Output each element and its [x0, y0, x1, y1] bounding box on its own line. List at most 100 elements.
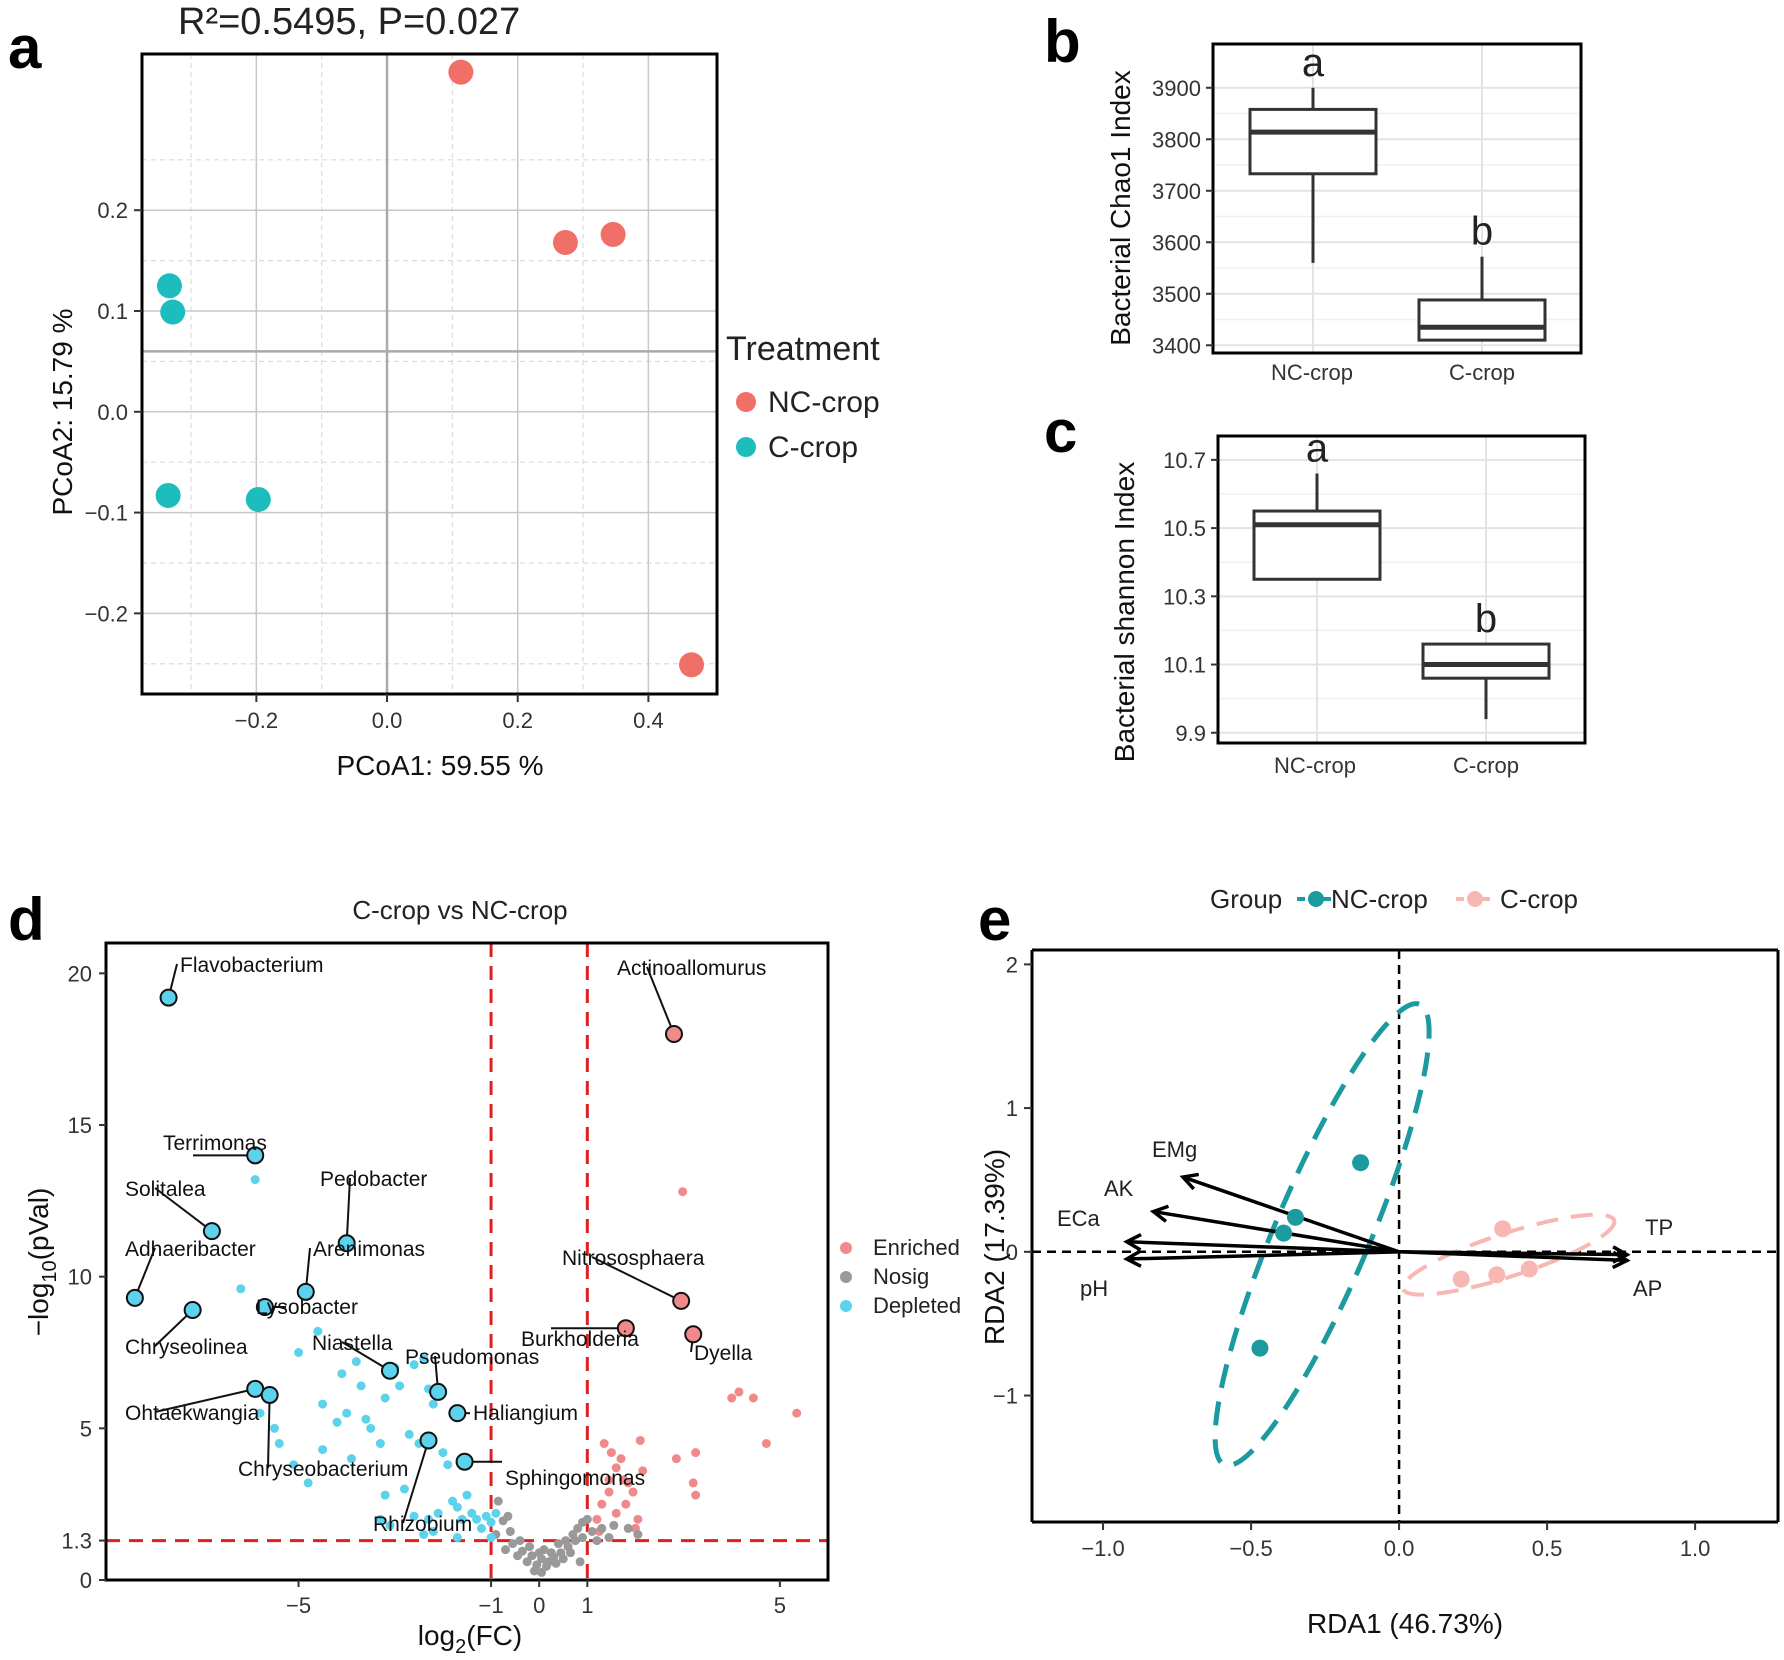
d-point-nosig-37	[503, 1511, 513, 1521]
d-point-depleted-52	[356, 1381, 366, 1391]
panel-label-e: e	[978, 886, 1011, 953]
d-point-depleted-9	[366, 1423, 376, 1433]
d-xlabel-tail: (FC)	[466, 1620, 522, 1651]
panel-a-x-ticks: −0.2 0.0 0.2 0.4	[235, 694, 664, 733]
d-point-nosig-21	[570, 1536, 580, 1546]
d-point-depleted-35	[433, 1508, 443, 1518]
d-point-depleted-4	[303, 1478, 313, 1488]
d-point-nosig-25	[609, 1520, 619, 1530]
b-sig-letter-c: b	[1471, 210, 1493, 254]
d-point-enriched-24	[604, 1487, 614, 1497]
panel-e-axes	[1030, 948, 1780, 1524]
b-ytick-label-3: 3700	[1152, 179, 1201, 204]
panel-e-points	[1251, 1154, 1538, 1357]
e-ytick-label-3: 2	[1006, 952, 1018, 977]
a-xtick-label-3: 0.4	[633, 708, 664, 733]
d-highlight-terrimonas	[246, 1146, 265, 1165]
panel-a-points	[155, 59, 705, 678]
d-point-nosig-15	[527, 1551, 537, 1561]
legend-e-title: Group	[1210, 884, 1282, 914]
a-point-nc-0	[448, 59, 474, 85]
d-point-depleted-46	[452, 1533, 462, 1543]
d-highlight-flavobacterium	[159, 988, 178, 1007]
panel-d-points	[236, 1175, 802, 1577]
d-point-depleted-25	[448, 1496, 458, 1506]
d-leader-rhizobium	[402, 1440, 430, 1524]
panel-a-y-ticks: −0.2 −0.1 0.0 0.1 0.2	[85, 198, 142, 626]
a-xtick-label-2: 0.2	[502, 708, 533, 733]
c-ytick-label-1: 10.1	[1163, 653, 1206, 678]
panel-b-frame	[1211, 42, 1583, 355]
panel-e-y-ticks: −1 0 1 2	[993, 952, 1032, 1409]
d-point-enriched-10	[599, 1439, 609, 1448]
d-point-depleted-39	[375, 1514, 385, 1524]
d-label-dyella: Dyella	[694, 1342, 753, 1365]
d-point-depleted-3	[318, 1445, 328, 1455]
panel-d-x-label: log2(FC)	[418, 1620, 522, 1658]
d-label-nitrososphaera: Nitrososphaera	[562, 1247, 705, 1270]
d-point-depleted-43	[346, 1454, 356, 1464]
e-ellipse-c	[1400, 1212, 1617, 1297]
d-point-enriched-12	[611, 1463, 621, 1473]
panel-c-y-ticks: 9.9 10.1 10.3 10.5 10.7	[1163, 448, 1218, 746]
d-xlabel-sub: 2	[455, 1636, 466, 1658]
d-point-depleted-21	[337, 1369, 347, 1379]
d-leader-nitrososphaera	[591, 1256, 682, 1302]
d-point-depleted-42	[399, 1484, 409, 1494]
d-highlight-lysobacter	[255, 1298, 274, 1316]
d-label-pseudomonas: Pseudomonas	[405, 1346, 539, 1369]
d-point-enriched-19	[611, 1508, 621, 1518]
d-point-enriched-16	[604, 1475, 614, 1485]
b-box-nc	[1248, 107, 1378, 176]
c-ytick-label-2: 10.3	[1163, 584, 1206, 609]
legend-a-nc-marker	[736, 392, 756, 412]
a-point-nc-2	[600, 221, 626, 247]
d-point-nosig-1	[515, 1536, 525, 1546]
d-point-depleted-0	[250, 1175, 260, 1185]
d-point-depleted-8	[351, 1357, 361, 1367]
panel-label-d: d	[8, 886, 45, 953]
d-highlight-solitalea	[202, 1222, 221, 1241]
panel-e-x-label: RDA1 (46.73%)	[1307, 1608, 1503, 1639]
e-point-c-2	[1488, 1266, 1506, 1284]
panel-e-legend: Group NC-crop C-crop	[1210, 884, 1578, 914]
panel-c-shannon: c ab 9.910.110.310.510.7 NC-crop C-crop …	[1044, 398, 1587, 778]
d-point-enriched-13	[616, 1454, 626, 1464]
d-point-nosig-38	[582, 1514, 592, 1524]
d-point-enriched-8	[691, 1490, 701, 1500]
e-xtick-label-3: 0.5	[1532, 1536, 1563, 1561]
a-point-c-3	[245, 486, 271, 512]
panel-b-boxes: ab	[1248, 41, 1547, 342]
d-point-depleted-12	[395, 1381, 405, 1391]
legend-a-c-label: C-crop	[768, 431, 858, 464]
d-label-terrimonas: Terrimonas	[163, 1132, 267, 1155]
a-point-c-2	[155, 482, 181, 508]
panel-d-y-ticks: 0 1.3 5 10 15 20	[61, 961, 106, 1593]
e-arrow-shaft-eca	[1126, 1239, 1400, 1254]
d-label-haliangium: Haliangium	[473, 1402, 578, 1425]
b-ytick-label-1: 3500	[1152, 282, 1201, 307]
d-point-nosig-22	[578, 1533, 588, 1543]
panel-d-volcano: d C-crop vs NC-crop Flavobacterium Actino…	[8, 886, 961, 1658]
legend-d-nosig-marker	[840, 1271, 852, 1283]
d-highlight-niastella	[380, 1361, 399, 1380]
e-ytick-label-1: 0	[1006, 1240, 1018, 1265]
d-ytick-label-3: 10	[68, 1265, 92, 1290]
d-point-depleted-40	[428, 1526, 438, 1536]
d-point-enriched-21	[633, 1514, 643, 1524]
d-point-depleted-14	[419, 1354, 429, 1364]
legend-e-nc-label: NC-crop	[1331, 884, 1428, 914]
d-highlight-burkholderia	[616, 1319, 635, 1338]
e-arrow-head-ph	[1123, 1249, 1142, 1268]
d-point-nosig-41	[575, 1557, 585, 1567]
panel-d-title: C-crop vs NC-crop	[352, 895, 567, 925]
d-point-depleted-33	[486, 1517, 496, 1527]
d-point-enriched-17	[597, 1499, 607, 1509]
d-point-depleted-50	[294, 1348, 304, 1357]
d-point-nosig-13	[508, 1539, 518, 1549]
c-sig-letter-c: b	[1475, 597, 1497, 641]
b-box-c	[1417, 298, 1547, 342]
d-point-depleted-26	[452, 1502, 462, 1512]
panel-a-legend: Treatment NC-crop C-crop	[726, 330, 880, 464]
